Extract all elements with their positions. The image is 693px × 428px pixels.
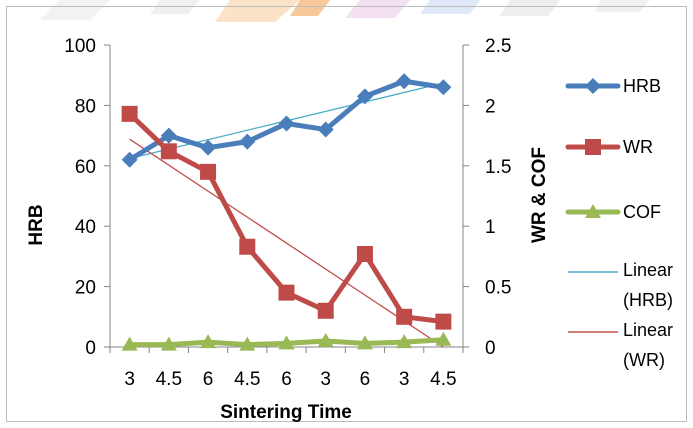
data-point-hrb	[200, 139, 217, 156]
left-y-tick-label: 20	[75, 278, 96, 299]
right-y-tick-label: 0	[485, 338, 496, 359]
data-point-wr	[239, 238, 256, 255]
left-y-tick-label: 40	[75, 217, 96, 238]
data-point-hrb	[278, 115, 295, 132]
data-point-wr	[200, 163, 217, 180]
x-tick-label: 4.5	[234, 369, 260, 390]
right-y-axis-title: WR & COF	[529, 147, 550, 243]
legend-marker-wr	[585, 139, 601, 155]
legend-label-trend-hrb: (HRB)	[623, 290, 673, 310]
data-point-wr	[396, 308, 413, 325]
data-point-cof	[239, 336, 256, 351]
left-y-tick-label: 0	[85, 338, 96, 359]
data-point-cof	[160, 336, 177, 351]
data-point-wr	[121, 105, 138, 122]
data-point-wr	[160, 143, 177, 160]
left-y-tick-label: 100	[64, 36, 96, 57]
left-y-tick-label: 80	[75, 96, 96, 117]
trendline-wr	[129, 138, 444, 348]
legend-label-trend-wr: (WR)	[623, 350, 665, 370]
legend-marker-hrb	[585, 78, 601, 94]
x-tick-label: 6	[281, 369, 292, 390]
data-point-wr	[435, 313, 452, 330]
x-tick-label: 3	[320, 369, 331, 390]
x-tick-label: 6	[360, 369, 371, 390]
legend-label-cof: COF	[623, 202, 661, 222]
legend-marker-cof	[585, 204, 601, 218]
data-point-wr	[278, 284, 295, 301]
legend-label-trend-wr: Linear	[623, 320, 673, 340]
left-y-axis-title: HRB	[26, 204, 47, 245]
x-tick-label: 4.5	[430, 369, 456, 390]
x-tick-label: 4.5	[156, 369, 182, 390]
data-point-hrb	[356, 88, 373, 105]
legend-label-wr: WR	[623, 137, 653, 157]
right-y-tick-label: 1.5	[485, 157, 511, 178]
legend-label-trend-hrb: Linear	[623, 260, 673, 280]
data-point-hrb	[396, 73, 413, 90]
data-point-cof	[278, 335, 295, 350]
right-y-tick-label: 2	[485, 96, 496, 117]
data-point-cof	[356, 335, 373, 350]
data-point-cof	[317, 332, 334, 347]
x-tick-label: 6	[203, 369, 214, 390]
left-y-tick-label: 60	[75, 157, 96, 178]
legend-label-hrb: HRB	[623, 76, 661, 96]
right-y-tick-label: 2.5	[485, 36, 511, 57]
data-point-wr	[356, 245, 373, 262]
data-point-cof	[200, 334, 217, 349]
data-point-hrb	[317, 121, 334, 138]
data-point-hrb	[239, 133, 256, 150]
right-y-tick-label: 0.5	[485, 278, 511, 299]
plot-layer: 0 20 40 60 80 100 0 0.5 1 1.5 2 2.5 3 4.5 6 4.5 6 3 6 3 4.5 H…	[64, 36, 673, 390]
x-tick-label: 3	[399, 369, 410, 390]
right-y-tick-label: 1	[485, 217, 496, 238]
x-tick-label: 3	[124, 369, 135, 390]
x-axis-title: Sintering Time	[220, 402, 352, 423]
data-point-hrb	[435, 79, 452, 96]
data-point-wr	[317, 302, 334, 319]
data-point-cof	[121, 336, 138, 351]
chart-area-border	[6, 6, 687, 422]
data-point-hrb	[160, 127, 177, 144]
data-point-cof	[435, 331, 452, 346]
data-point-cof	[396, 334, 413, 349]
data-point-hrb	[121, 151, 138, 168]
